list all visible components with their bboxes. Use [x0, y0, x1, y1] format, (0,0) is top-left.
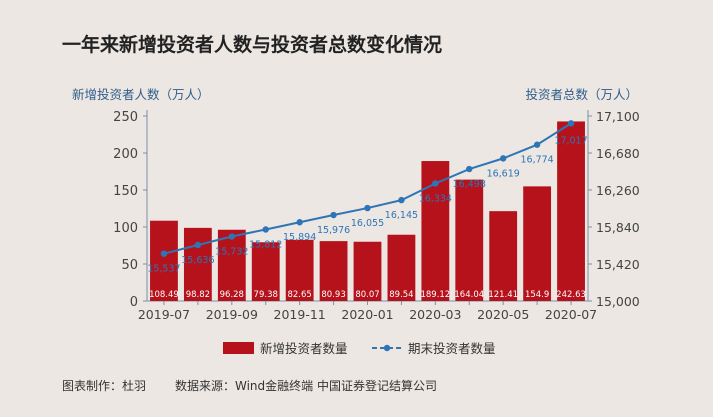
line-point: [533, 141, 541, 148]
bar-value-label: 96.28: [220, 290, 244, 300]
bar: [217, 229, 246, 301]
bar: [150, 220, 178, 301]
bar-value-label: 108.49: [149, 290, 179, 300]
y-right-tick-label: 15,420: [596, 257, 640, 272]
chart-title: 一年来新增投资者人数与投资者总数变化情况: [62, 34, 443, 56]
bar-value-label: 89.54: [389, 290, 413, 300]
line-point-label: 16,619: [487, 168, 520, 179]
line-point: [262, 226, 269, 233]
y-right-tick-label: 16,260: [596, 183, 640, 198]
bar: [285, 239, 314, 301]
bar-value-label: 121.41: [488, 290, 518, 300]
x-tick-label: 2020-01: [341, 307, 393, 322]
line-point-label: 15,894: [283, 232, 316, 243]
line-point: [364, 204, 371, 212]
data-source: 数据来源：Wind金融终端 中国证券登记结算公司: [175, 379, 437, 393]
line-point: [398, 196, 405, 204]
y-left-tick-label: 250: [113, 110, 138, 125]
line-point: [228, 233, 236, 240]
line-point: [296, 219, 303, 226]
line-point-label: 16,498: [453, 179, 486, 190]
bar-value-label: 80.93: [321, 290, 345, 300]
line-point-label: 16,334: [419, 193, 452, 204]
chart-author: 图表制作：杜羽: [62, 379, 147, 393]
line-point-label: 15,537: [147, 264, 180, 275]
y-right-tick-label: 16,680: [596, 146, 640, 161]
line-point-label: 16,055: [351, 218, 384, 229]
line-point-label: 15,976: [317, 225, 350, 236]
bar: [557, 121, 585, 301]
line-point: [432, 180, 439, 187]
bar: [523, 186, 552, 301]
bar: [489, 211, 518, 301]
y-axis-right-label: 投资者总数（万人）: [525, 87, 638, 102]
legend-bar-label: 新增投资者数量: [260, 341, 348, 356]
bar-value-label: 79.38: [254, 290, 278, 300]
line-point: [567, 120, 575, 127]
line-point-label: 16,774: [520, 155, 553, 166]
line-point: [499, 155, 507, 162]
x-tick-label: 2019-09: [206, 307, 258, 322]
bar-value-label: 98.82: [186, 290, 210, 300]
bar-value-label: 164.04: [454, 290, 484, 300]
x-tick-label: 2020-03: [409, 307, 461, 322]
line-point-label: 16,145: [385, 210, 418, 221]
bar: [387, 234, 416, 301]
line-point: [194, 241, 202, 249]
bar: [319, 241, 348, 301]
line-point: [466, 165, 473, 173]
y-right-tick-label: 15,840: [596, 220, 640, 235]
x-tick-label: 2020-07: [545, 307, 597, 322]
bar: [183, 227, 212, 301]
x-tick-label: 2019-07: [138, 307, 190, 322]
bar-value-label: 80.07: [355, 290, 379, 300]
legend-bar-swatch: [223, 342, 254, 354]
line-point: [160, 250, 168, 257]
line-point-label: 15,732: [215, 247, 248, 258]
bar: [251, 242, 280, 301]
y-right-tick-label: 15,000: [596, 294, 640, 309]
line-point: [330, 211, 337, 219]
x-tick-label: 2020-05: [477, 307, 529, 322]
bar: [353, 241, 382, 301]
legend-line-marker: [383, 344, 391, 352]
x-tick-label: 2019-11: [274, 307, 326, 322]
y-right-tick-label: 17,100: [596, 109, 640, 124]
bar-value-label: 242.63: [556, 290, 586, 300]
bar-value-label: 154.9: [525, 290, 549, 300]
bar: [455, 179, 484, 301]
line-point-label: 15,812: [249, 239, 282, 250]
y-left-tick-label: 200: [113, 147, 138, 162]
line-point-label: 15,636: [181, 255, 214, 266]
line-point-label: 17,017: [554, 135, 587, 146]
y-axis-left-label: 新增投资者人数（万人）: [72, 87, 210, 102]
legend-line-label: 期末投资者数量: [408, 341, 496, 356]
bar-value-label: 189.12: [420, 290, 450, 300]
y-left-tick-label: 0: [130, 295, 138, 310]
y-left-tick-label: 150: [113, 184, 138, 199]
bar-value-label: 82.65: [287, 290, 311, 300]
y-left-tick-label: 50: [121, 258, 138, 273]
y-left-tick-label: 100: [113, 221, 138, 236]
